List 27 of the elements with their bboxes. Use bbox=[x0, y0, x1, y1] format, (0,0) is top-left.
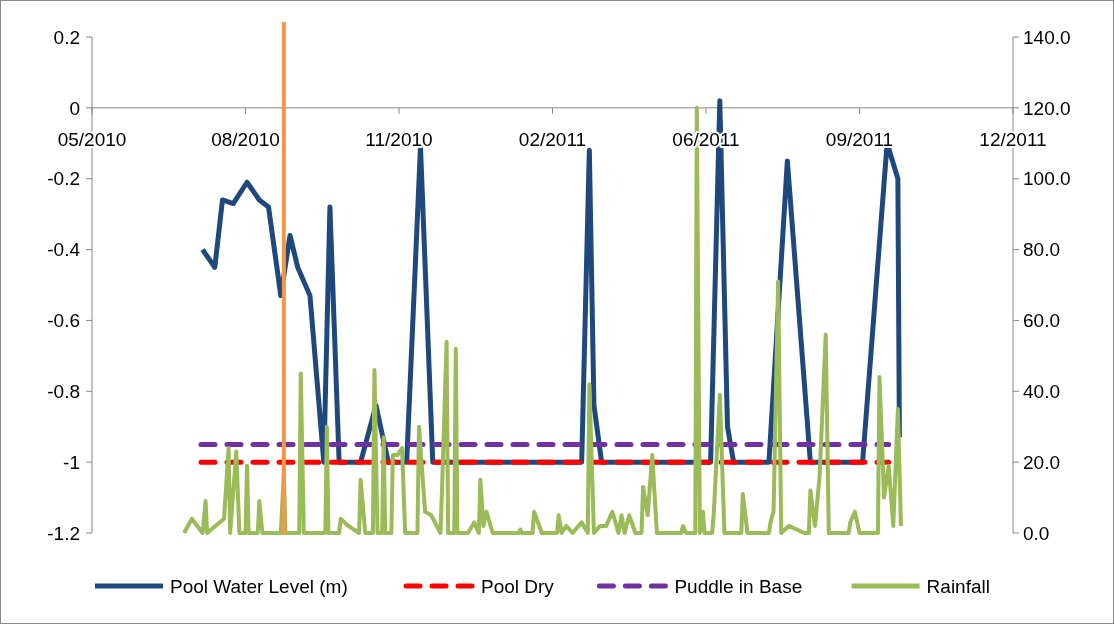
y2-tick-label: 60.0 bbox=[1023, 310, 1060, 332]
y-tick-label: -0.2 bbox=[47, 168, 80, 190]
y2-tick-label: 120.0 bbox=[1023, 97, 1071, 119]
y2-tick-label: 0.0 bbox=[1023, 522, 1050, 544]
y-tick-label: -1.2 bbox=[47, 522, 80, 544]
x-tick-label: 05/2010 bbox=[57, 128, 127, 150]
y-tick-label: -0.4 bbox=[47, 239, 81, 261]
y-tick-label: 0.2 bbox=[53, 26, 80, 48]
x-tick-label: 09/2011 bbox=[825, 128, 894, 150]
y-tick-label: -1 bbox=[63, 451, 80, 473]
legend-label: Pool Water Level (m) bbox=[170, 575, 348, 597]
x-tick-label: 12/2011 bbox=[979, 128, 1047, 150]
legend-label: Rainfall bbox=[926, 575, 990, 597]
y-tick-label: -0.6 bbox=[47, 310, 80, 332]
legend-label: Pool Dry bbox=[481, 575, 555, 597]
y2-tick-label: 80.0 bbox=[1023, 239, 1060, 261]
legend-label: Puddle in Base bbox=[674, 575, 803, 597]
y-tick-label: 0 bbox=[69, 97, 80, 119]
y2-tick-label: 40.0 bbox=[1023, 380, 1060, 402]
y2-tick-label: 20.0 bbox=[1023, 451, 1060, 473]
y-tick-label: -0.8 bbox=[47, 380, 80, 402]
x-tick-label: 02/2011 bbox=[518, 128, 587, 150]
line-series bbox=[182, 105, 903, 535]
x-tick-label: 08/2010 bbox=[211, 128, 280, 150]
y2-tick-label: 100.0 bbox=[1023, 168, 1071, 190]
y2-tick-label: 140.0 bbox=[1023, 26, 1071, 48]
x-tick-label: 11/2010 bbox=[365, 128, 433, 150]
